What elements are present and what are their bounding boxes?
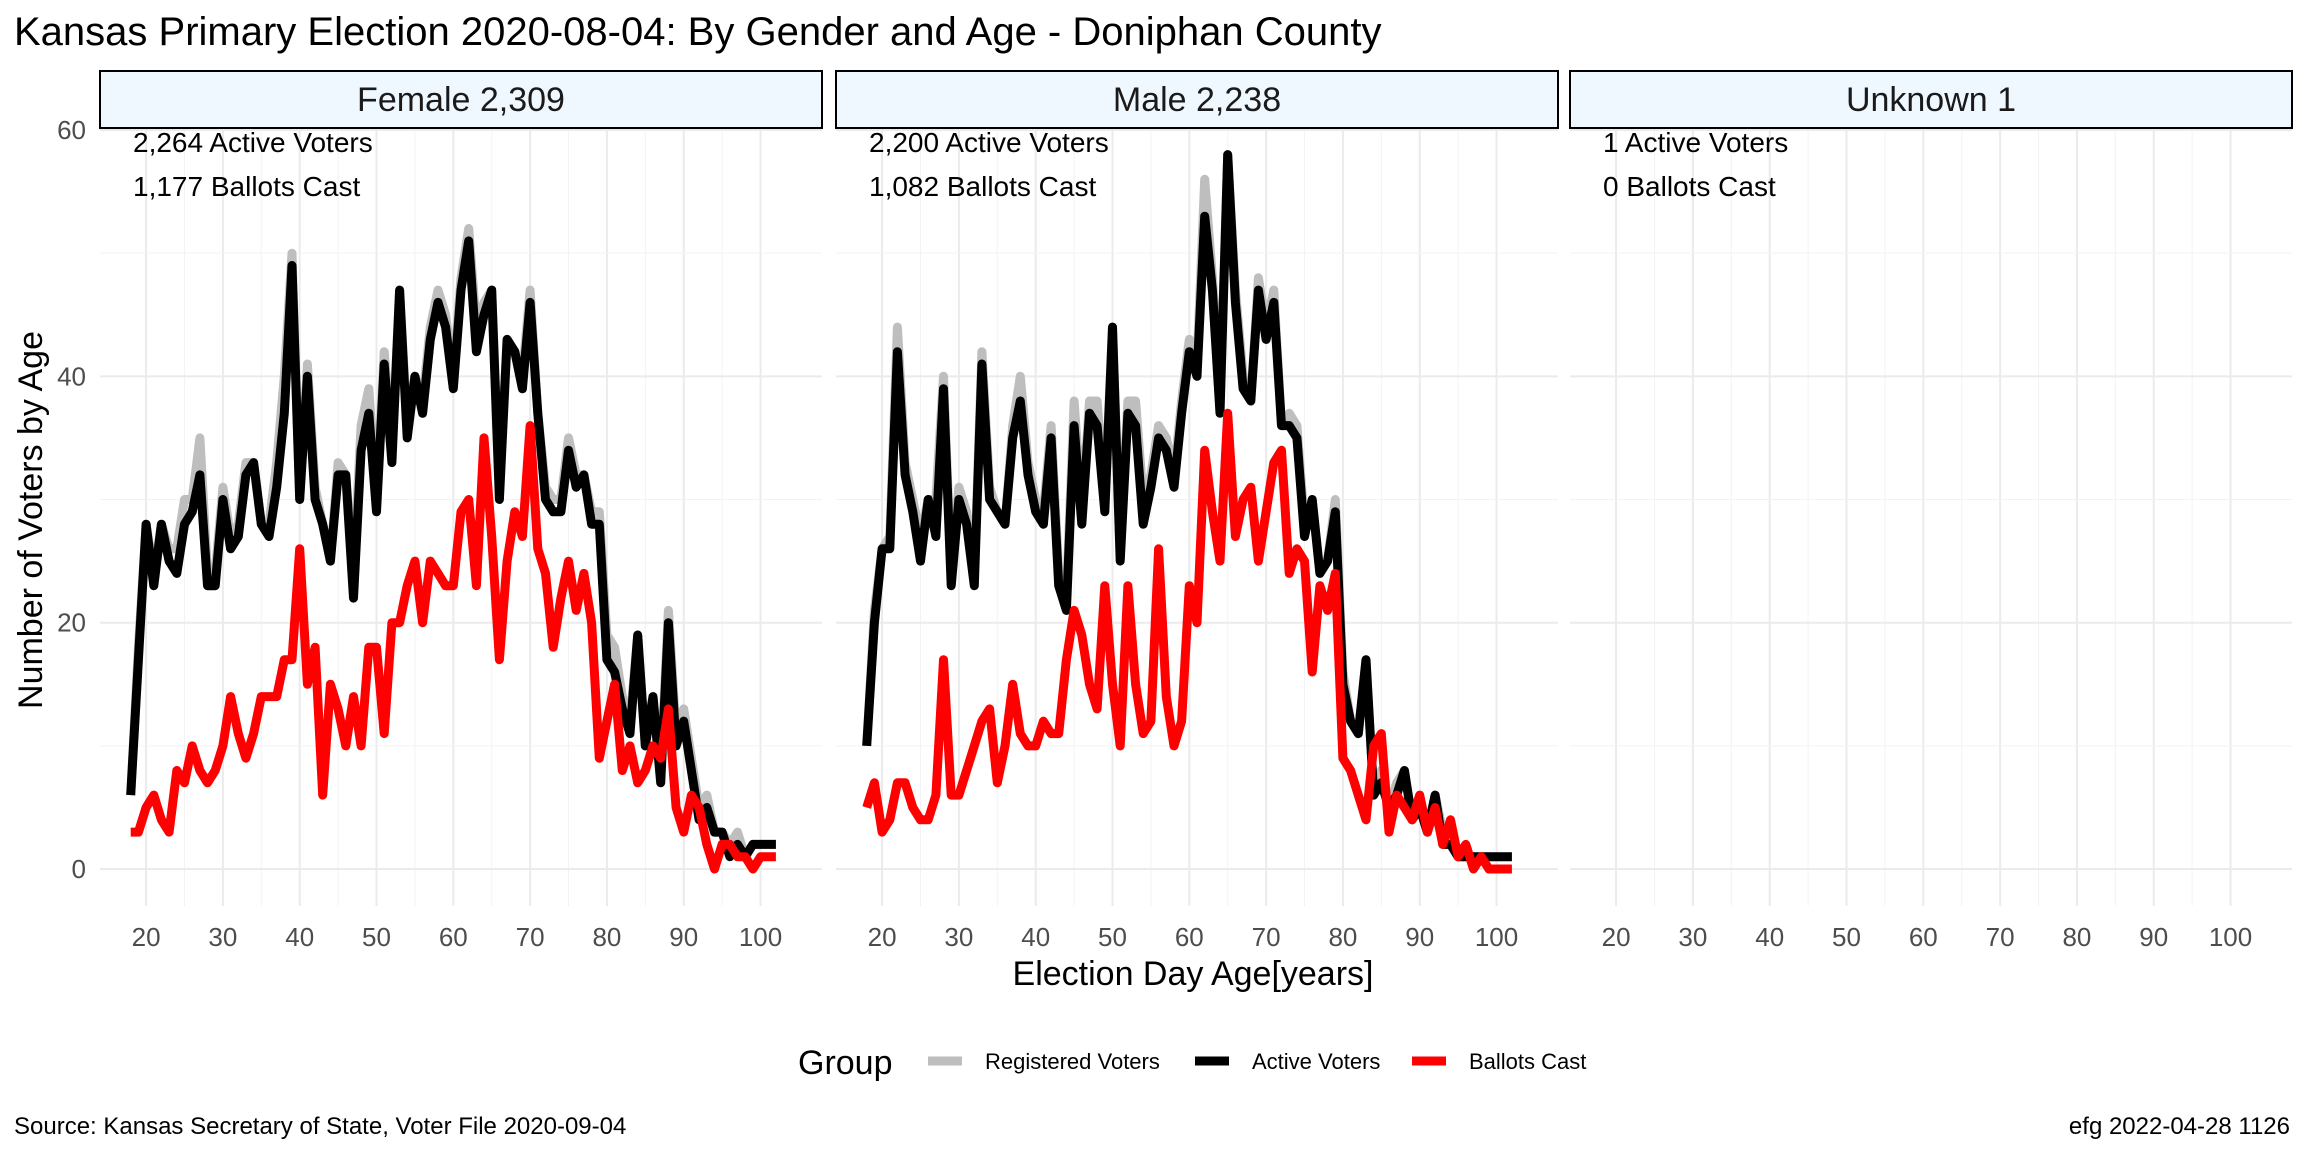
annotation-text: 1 Active Voters — [1603, 127, 1788, 158]
x-tick-label: 100 — [739, 922, 782, 952]
strip-label: Female 2,309 — [357, 81, 565, 119]
y-tick-label: 20 — [57, 608, 86, 638]
series-line-ballots-cast — [130, 421, 776, 874]
x-tick-label: 40 — [1021, 922, 1050, 952]
x-tick-label: 90 — [2139, 922, 2168, 952]
legend-label-ballots-cast: Ballots Cast — [1469, 1049, 1586, 1074]
y-tick-label: 60 — [57, 115, 86, 145]
legend-title: Group — [798, 1044, 893, 1082]
x-tick-label: 60 — [439, 922, 468, 952]
x-tick-label: 100 — [1475, 922, 1518, 952]
y-axis-title: Number of Voters by Age — [12, 331, 50, 709]
series-line-active-voters — [126, 236, 776, 862]
strip-box — [1569, 70, 2293, 129]
annotation-text: 1,177 Ballots Cast — [133, 171, 360, 202]
y-tick-label: 0 — [72, 854, 86, 884]
x-tick-label: 20 — [132, 922, 161, 952]
chart-title: Kansas Primary Election 2020-08-04: By G… — [14, 10, 1381, 54]
x-tick-label: 90 — [669, 922, 698, 952]
strip-label: Male 2,238 — [1113, 81, 1281, 119]
x-tick-label: 90 — [1405, 922, 1434, 952]
legend-label-registered-voters: Registered Voters — [985, 1049, 1160, 1074]
x-tick-label: 80 — [592, 922, 621, 952]
x-tick-label: 50 — [1098, 922, 1127, 952]
x-tick-label: 100 — [2209, 922, 2252, 952]
strip-box — [835, 70, 1559, 129]
x-axis-title: Election Day Age[years] — [1013, 955, 1374, 993]
x-tick-label: 20 — [1602, 922, 1631, 952]
x-tick-label: 80 — [1328, 922, 1357, 952]
gridlines — [1570, 129, 2292, 906]
x-tick-label: 60 — [1175, 922, 1204, 952]
x-tick-label: 40 — [285, 922, 314, 952]
strip-label: Unknown 1 — [1846, 81, 2016, 119]
x-tick-label: 30 — [1678, 922, 1707, 952]
x-tick-label: 70 — [1986, 922, 2015, 952]
x-tick-label: 70 — [516, 922, 545, 952]
strip-box — [99, 70, 823, 129]
series-line-active-voters — [862, 150, 1512, 862]
source-caption: Source: Kansas Secretary of State, Voter… — [14, 1113, 626, 1140]
x-tick-label: 40 — [1755, 922, 1784, 952]
panel-unknown-1: Unknown 1 1 Active Voters 0 Ballots Cast 20… — [1569, 70, 2293, 952]
y-tick-label: 40 — [57, 361, 86, 391]
credit-caption: efg 2022-04-28 1126 — [2069, 1113, 2290, 1140]
x-tick-label: 50 — [1832, 922, 1861, 952]
annotation-text: 1,082 Ballots Cast — [869, 171, 1096, 202]
annotation-text: 2,200 Active Voters — [869, 127, 1109, 158]
x-tick-label: 60 — [1909, 922, 1938, 952]
x-tick-label: 30 — [944, 922, 973, 952]
series-line-ballots-cast — [862, 408, 1512, 874]
x-tick-label: 80 — [2062, 922, 2091, 952]
panels-layer: 0 20 40 60 Female 2,309 2,264 Active Voters 1,… — [57, 70, 2293, 952]
annotation-text: 2,264 Active Voters — [133, 127, 373, 158]
legend: Group Registered Voters Active Voters Ba… — [798, 1044, 1586, 1082]
x-tick-label: 50 — [362, 922, 391, 952]
gridlines — [836, 129, 1558, 906]
legend-label-active-voters: Active Voters — [1252, 1049, 1380, 1074]
x-tick-label: 70 — [1252, 922, 1281, 952]
panel-female-2-309: Female 2,309 2,264 Active Voters 1,177 Bal… — [99, 70, 823, 952]
x-tick-label: 20 — [868, 922, 897, 952]
x-tick-label: 30 — [208, 922, 237, 952]
annotation-text: 0 Ballots Cast — [1603, 171, 1776, 202]
